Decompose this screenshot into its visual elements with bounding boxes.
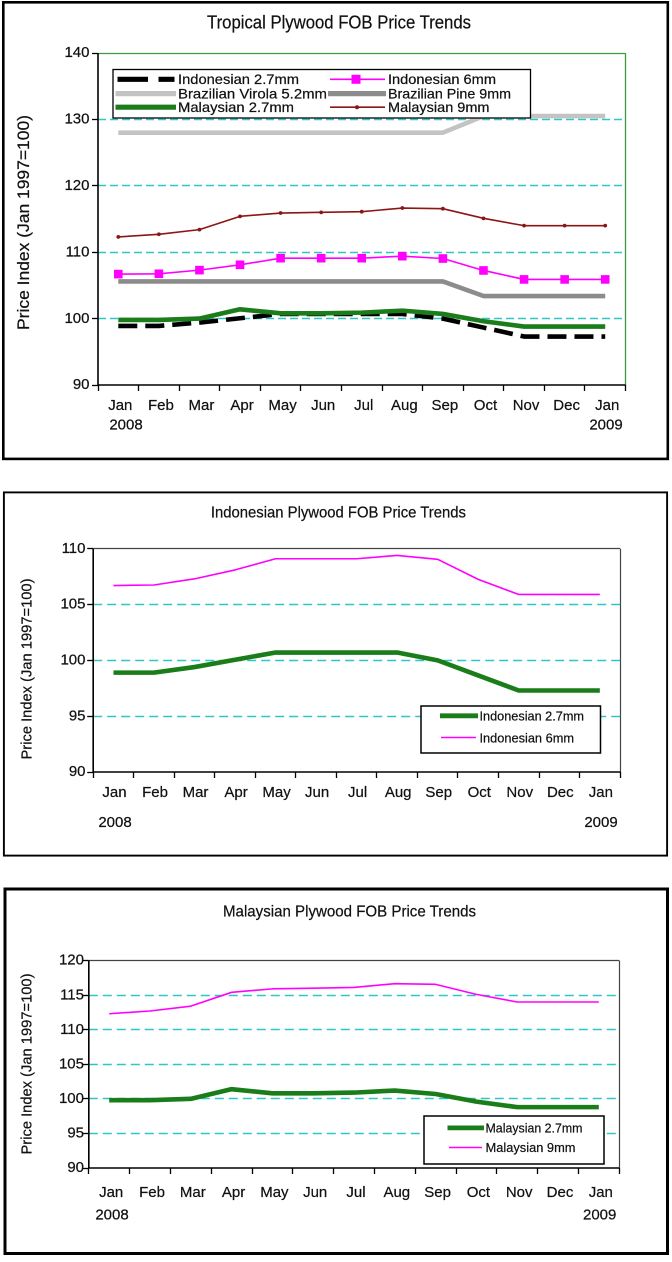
svg-text:Oct: Oct [474,397,498,414]
svg-text:100: 100 [60,652,85,669]
svg-text:130: 130 [64,111,89,128]
svg-text:Brazilian Pine 9mm: Brazilian Pine 9mm [388,86,511,101]
svg-text:Indonesian 2.7mm: Indonesian 2.7mm [178,72,299,87]
svg-text:120: 120 [64,177,89,194]
svg-text:110: 110 [62,540,86,557]
svg-text:115: 115 [60,986,84,1003]
svg-text:Oct: Oct [467,1184,491,1201]
svg-text:Jan: Jan [99,1184,123,1201]
svg-text:Indonesian 6mm: Indonesian 6mm [388,72,496,87]
svg-text:Apr: Apr [230,397,253,414]
svg-text:Apr: Apr [224,784,247,801]
svg-text:Feb: Feb [142,784,168,801]
svg-text:Jan: Jan [108,397,132,414]
svg-text:Brazilian Virola 5.2mm: Brazilian Virola 5.2mm [178,86,327,101]
svg-text:95: 95 [67,1125,84,1142]
svg-text:Aug: Aug [383,1184,410,1201]
svg-text:Mar: Mar [189,397,215,414]
svg-text:Dec: Dec [547,784,574,801]
svg-text:Malaysian 9mm: Malaysian 9mm [388,100,490,115]
svg-text:Feb: Feb [148,397,174,414]
svg-text:Feb: Feb [139,1184,165,1201]
svg-text:Oct: Oct [468,784,492,801]
svg-text:Price Index (Jan 1997=100): Price Index (Jan 1997=100) [15,115,33,330]
svg-text:Jun: Jun [311,397,335,414]
svg-text:Indonesian 2.7mm: Indonesian 2.7mm [480,708,585,723]
svg-text:Malaysian 2.7mm: Malaysian 2.7mm [486,1121,583,1136]
svg-text:Jan: Jan [589,1184,613,1201]
svg-text:90: 90 [73,376,90,393]
svg-text:Dec: Dec [547,1184,574,1201]
svg-text:Malaysian 9mm: Malaysian 9mm [486,1140,576,1155]
svg-text:Aug: Aug [385,784,412,801]
svg-text:Dec: Dec [553,397,580,414]
svg-text:Jul: Jul [348,784,367,801]
svg-text:Nov: Nov [506,1184,533,1201]
svg-text:Jan: Jan [595,397,619,414]
svg-text:95: 95 [69,707,86,724]
svg-text:110: 110 [60,1021,84,1038]
svg-text:Jun: Jun [303,1184,327,1201]
svg-text:Sep: Sep [432,397,459,414]
svg-text:105: 105 [60,596,85,613]
svg-text:Jan: Jan [102,784,126,801]
svg-text:2009: 2009 [583,1207,616,1224]
svg-text:2008: 2008 [98,814,131,831]
svg-text:Jun: Jun [305,784,329,801]
svg-text:May: May [260,1184,289,1201]
svg-text:Sep: Sep [425,784,452,801]
svg-text:105: 105 [59,1055,84,1072]
svg-text:May: May [262,784,291,801]
svg-text:2008: 2008 [95,1207,128,1224]
svg-text:Apr: Apr [222,1184,245,1201]
svg-text:Sep: Sep [424,1184,451,1201]
svg-text:Price Index (Jan 1997=100): Price Index (Jan 1997=100) [19,578,36,759]
svg-text:Price Index (Jan 1997=100): Price Index (Jan 1997=100) [19,973,36,1154]
svg-text:140: 140 [64,44,89,61]
svg-text:120: 120 [59,952,84,969]
svg-text:Indonesian 6mm: Indonesian 6mm [480,731,575,746]
svg-text:100: 100 [59,1090,84,1107]
svg-text:110: 110 [66,243,90,260]
svg-text:Nov: Nov [513,397,540,414]
svg-text:Malaysian 2.7mm: Malaysian 2.7mm [178,100,294,115]
svg-text:Indonesian Plywood FOB Price T: Indonesian Plywood FOB Price Trends [211,505,466,522]
svg-text:Aug: Aug [391,397,418,414]
svg-text:May: May [268,397,297,414]
svg-text:Mar: Mar [183,784,209,801]
svg-text:2009: 2009 [584,814,617,831]
svg-text:Nov: Nov [506,784,533,801]
svg-text:2009: 2009 [589,416,622,433]
svg-text:Jan: Jan [589,784,613,801]
svg-text:Jul: Jul [346,1184,365,1201]
svg-text:Jul: Jul [354,397,373,414]
svg-text:Malaysian Plywood FOB Price Tr: Malaysian Plywood FOB Price Trends [223,904,476,921]
svg-text:90: 90 [69,763,86,780]
svg-text:90: 90 [67,1159,84,1176]
svg-text:100: 100 [64,310,89,327]
svg-text:Mar: Mar [180,1184,206,1201]
svg-text:Tropical Plywood FOB Price Tre: Tropical Plywood FOB Price Trends [207,11,471,32]
svg-text:2008: 2008 [109,416,142,433]
